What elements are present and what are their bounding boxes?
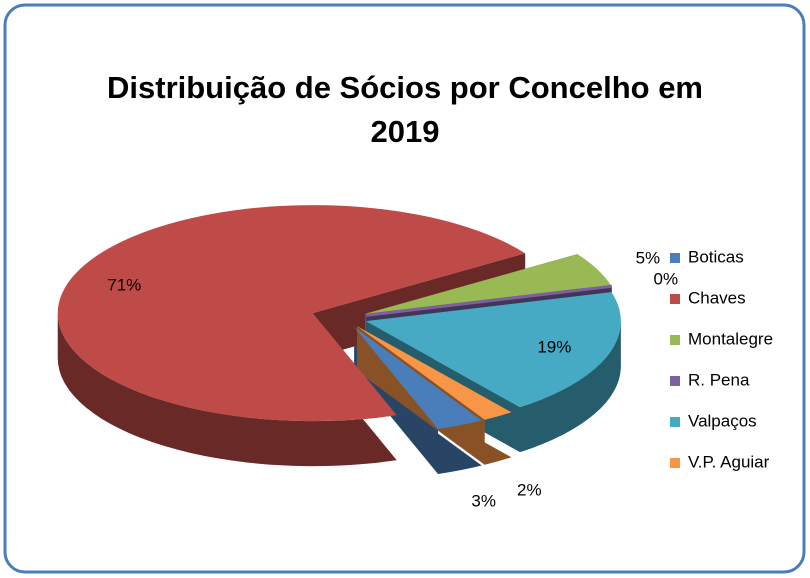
- pie-tops: [57, 205, 621, 429]
- chart-title: Distribuição de Sócios por Concelho em 2…: [107, 70, 703, 149]
- data-label: 19%: [537, 338, 571, 357]
- slice: [365, 254, 611, 314]
- legend-swatch: [670, 376, 680, 386]
- legend-label: V.P. Aguiar: [688, 452, 770, 471]
- slice: [357, 326, 512, 420]
- legend-swatch: [670, 294, 680, 304]
- legend: Boticas Chaves Montalegre R. Pena Valpaços V.…: [670, 247, 773, 471]
- data-label: 5%: [636, 249, 661, 268]
- slice: [354, 327, 482, 429]
- legend-label: R. Pena: [688, 370, 750, 389]
- legend-label: Boticas: [688, 247, 744, 266]
- legend-label: Chaves: [688, 288, 746, 307]
- legend-swatch: [670, 253, 680, 263]
- data-label: 0%: [654, 269, 679, 288]
- data-label: 3%: [471, 491, 496, 510]
- legend-swatch: [670, 417, 680, 427]
- legend-label: Valpaços: [688, 411, 757, 430]
- legend-swatch: [670, 335, 680, 345]
- labels: 3% 71% 5%0% 19% 2%: [107, 249, 678, 511]
- slice: [365, 292, 621, 408]
- legend-swatch: [670, 458, 680, 468]
- legend-label: Montalegre: [688, 329, 773, 348]
- slice: [57, 205, 526, 422]
- data-label: 2%: [517, 480, 542, 499]
- data-label: 71%: [107, 276, 141, 295]
